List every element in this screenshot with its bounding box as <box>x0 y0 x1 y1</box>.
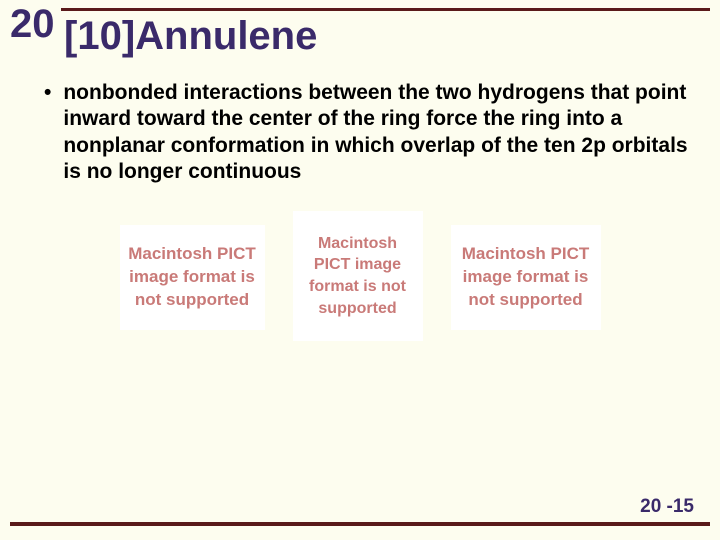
bullet-marker: • <box>44 80 51 106</box>
chapter-number: 20 <box>10 2 61 47</box>
pict-placeholder-text: Macintosh PICT image format is not suppo… <box>459 243 593 312</box>
pict-placeholder-text: Macintosh PICT image format is not suppo… <box>301 233 415 319</box>
content-area: • nonbonded interactions between the two… <box>40 80 690 185</box>
pict-placeholder-text: Macintosh PICT image format is not suppo… <box>128 243 257 312</box>
pict-placeholder: Macintosh PICT image format is not suppo… <box>293 211 423 341</box>
pict-placeholder: Macintosh PICT image format is not suppo… <box>451 225 601 330</box>
top-rule <box>10 8 710 11</box>
bullet-item: • nonbonded interactions between the two… <box>40 80 690 185</box>
bullet-text: nonbonded interactions between the two h… <box>63 80 690 185</box>
image-placeholder-row: Macintosh PICT image format is not suppo… <box>0 225 720 355</box>
bottom-rule <box>10 522 710 526</box>
page-number: 20 -15 <box>636 496 698 518</box>
pict-placeholder: Macintosh PICT image format is not suppo… <box>120 225 265 330</box>
slide-title: [10]Annulene <box>64 14 317 59</box>
